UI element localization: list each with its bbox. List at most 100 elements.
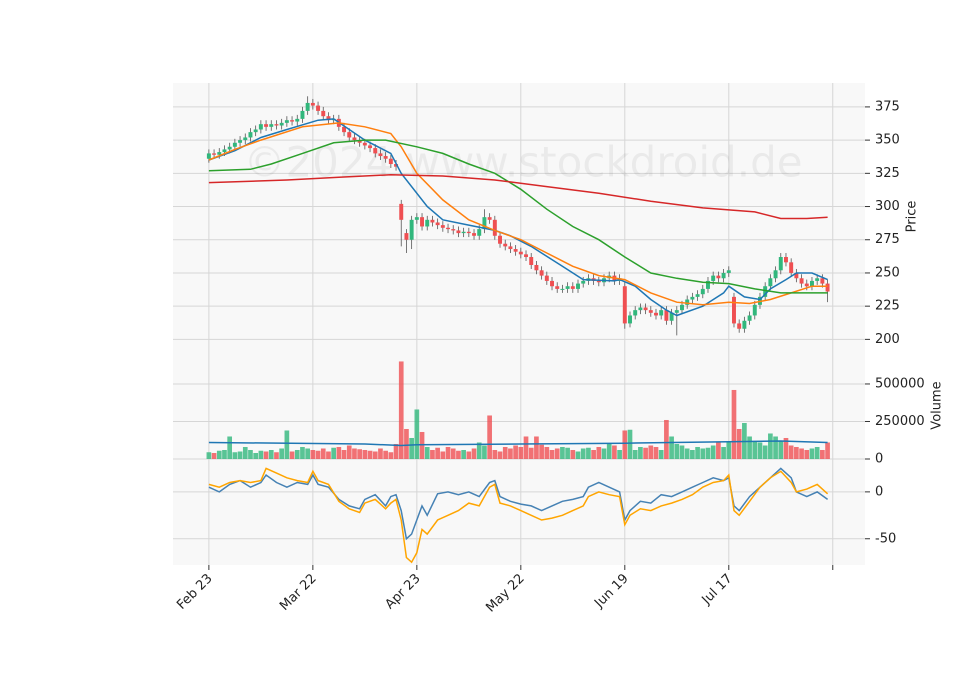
volume-bar [716, 442, 721, 459]
candle-body [435, 222, 440, 226]
volume-bar [300, 446, 305, 459]
volume-bar [638, 446, 643, 459]
line-series [208, 173, 828, 220]
candle-body [212, 153, 217, 155]
volume-bar [263, 451, 269, 459]
volume-bar [528, 447, 534, 459]
volume-bar [383, 450, 388, 459]
candle-body [659, 310, 664, 316]
volume-bar [331, 447, 336, 459]
volume-bar [352, 448, 357, 459]
candle-body [222, 149, 227, 153]
candle-body [347, 132, 352, 138]
volume-bar [362, 449, 368, 459]
candle-body [773, 270, 778, 279]
y-tick-label: 300 [875, 199, 900, 214]
volume-bar [700, 448, 706, 459]
line-series [208, 440, 828, 447]
volume-bar [456, 450, 461, 459]
candle-body [825, 283, 830, 292]
candle-body [492, 219, 497, 236]
volume-bar [783, 437, 789, 459]
candle-body [368, 145, 373, 149]
volume-bar [705, 447, 711, 459]
candle-body [472, 233, 477, 236]
x-tick-label: Jun 19 [591, 571, 631, 611]
volume-bar [435, 447, 440, 459]
volume-bar [690, 449, 695, 459]
volume-bar [554, 448, 560, 459]
volume-bar [825, 442, 830, 459]
candle-body [622, 286, 627, 324]
volume-bar [393, 443, 399, 459]
volume-bar [534, 436, 539, 459]
volume-bar [658, 449, 664, 459]
candle-body [352, 137, 357, 141]
volume-bar [346, 445, 352, 459]
line-series [208, 467, 829, 541]
volume-bar [591, 449, 596, 459]
volume-bar [320, 448, 326, 459]
candle-body [721, 272, 726, 279]
candle-body [669, 312, 674, 321]
volume-bar [575, 451, 581, 459]
volume-bar [643, 447, 648, 459]
candle-body [425, 219, 430, 227]
candle-body [388, 158, 393, 165]
candle-body [737, 323, 742, 329]
candle-body [440, 225, 445, 228]
candle-body [482, 217, 487, 230]
candle-body [420, 217, 425, 227]
volume-bar [242, 446, 248, 459]
volume-bar [814, 446, 820, 459]
volume-bar [653, 446, 659, 459]
candle-body [783, 257, 788, 263]
candle-body [217, 152, 222, 155]
volume-bar [284, 430, 290, 459]
volume-bar [336, 446, 342, 459]
volume-bar [752, 440, 758, 459]
volume-bar [268, 449, 274, 459]
volume-bar [523, 436, 529, 459]
candle-body [456, 230, 461, 234]
candle-body [685, 299, 690, 305]
volume-bar [809, 448, 815, 459]
volume-bar [227, 436, 233, 459]
candle-body [378, 153, 383, 157]
volume-bar [549, 449, 555, 459]
watermark: ©2024 www.stockdroid.de [243, 138, 802, 187]
candle-body [778, 257, 783, 271]
x-tick-label: May 22 [483, 571, 527, 615]
candle-body [789, 262, 794, 273]
volume-bar [726, 442, 732, 459]
candle-body [305, 102, 310, 111]
candle-body [804, 283, 809, 287]
candle-body [560, 288, 565, 290]
volume-bar [326, 451, 331, 459]
volume-bar [414, 409, 420, 459]
volume-bar [294, 449, 300, 459]
y-tick-label: 325 [875, 166, 900, 181]
candle-body [809, 280, 814, 287]
volume-bar [357, 449, 362, 459]
candle-body [680, 304, 684, 311]
candle-body [690, 296, 695, 300]
volume-bar [560, 446, 565, 459]
candle-body [446, 227, 451, 230]
candle-body [430, 219, 435, 223]
volume-bar [341, 449, 347, 459]
candle-body [295, 118, 300, 122]
candle-body [253, 129, 258, 133]
volume-bar [367, 450, 373, 459]
volume-bar [679, 445, 685, 459]
volume-bar [310, 449, 316, 459]
candle-body [362, 142, 367, 146]
candle-body [581, 280, 586, 284]
volume-bar [773, 436, 778, 459]
volume-bar [211, 452, 217, 459]
volume-bar [315, 450, 321, 459]
candle-body [716, 275, 721, 279]
volume-bar [482, 445, 487, 459]
candle-body [498, 235, 502, 244]
